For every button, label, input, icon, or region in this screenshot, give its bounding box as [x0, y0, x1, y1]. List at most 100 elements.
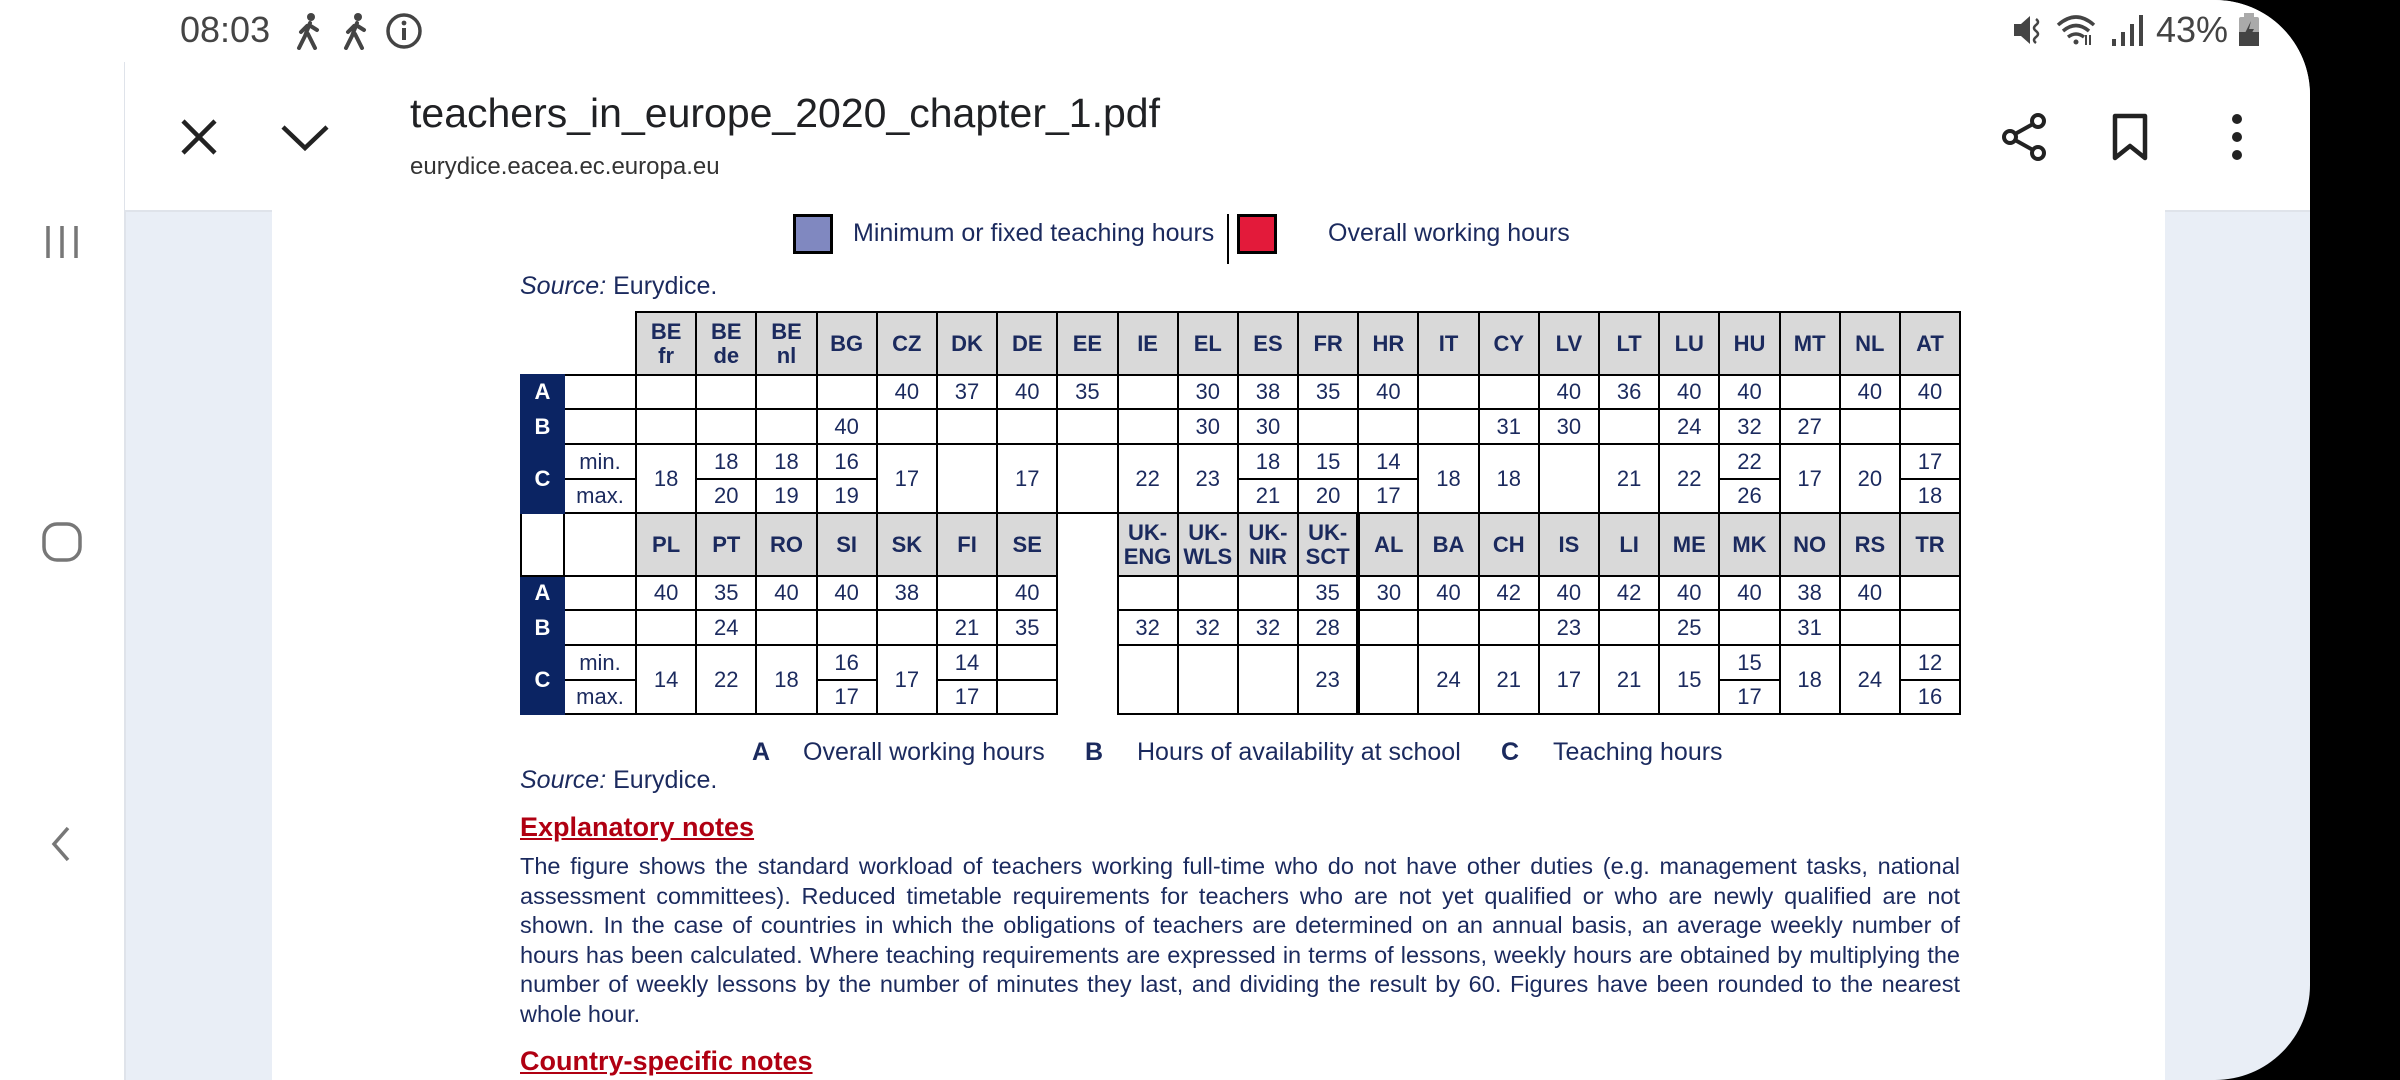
cell-teaching-hours: 14: [634, 644, 698, 715]
country-header: EL: [1176, 311, 1239, 376]
cell-overall-hours: 38: [1778, 575, 1841, 611]
country-header: SI: [815, 512, 878, 577]
corner-cell: [521, 312, 564, 375]
phone-screen: 08:03 43% teachers_in_europe_2020_chap: [0, 0, 2310, 1080]
cell-overall-hours: [1898, 575, 1962, 611]
cell-availability-hours: [875, 609, 938, 646]
cell-availability-hours: 27: [1778, 408, 1841, 445]
country-header: SK: [875, 512, 938, 577]
cell-availability-hours: [1116, 408, 1179, 445]
cell-availability-hours: [634, 408, 698, 445]
recent-apps-button[interactable]: [32, 212, 92, 272]
cell-teaching-min: 14: [1357, 443, 1420, 480]
cell-availability-hours: 24: [695, 609, 758, 646]
cell-overall-hours: 40: [1718, 374, 1781, 410]
country-notes-heading[interactable]: Country-specific notes: [520, 1046, 813, 1076]
cell-overall-hours: 40: [1838, 374, 1901, 410]
cell-overall-hours: 40: [1537, 374, 1601, 410]
cell-teaching-hours: 22: [1116, 443, 1179, 514]
cell-overall-hours: 35: [1056, 374, 1119, 410]
close-button[interactable]: [169, 107, 229, 167]
collapse-button[interactable]: [275, 107, 335, 167]
country-header: HR: [1357, 311, 1420, 376]
key-letter: B: [1085, 738, 1104, 766]
source-note: Source: Eurydice.: [520, 766, 717, 795]
cell-availability-hours: 31: [1778, 609, 1841, 646]
cell-teaching-hours: 20: [1838, 443, 1901, 514]
cell-availability-hours: [755, 408, 818, 445]
country-header: BG: [815, 311, 878, 376]
cell-teaching-min: 14: [935, 644, 999, 681]
cell-teaching-min: 12: [1898, 644, 1962, 681]
cell-availability-hours: 35: [996, 609, 1059, 646]
cell-teaching-max: 18: [1898, 478, 1962, 514]
sub-label-min: min.: [563, 644, 637, 681]
cell-overall-hours: 30: [1176, 374, 1239, 410]
country-header: RO: [755, 512, 818, 577]
cell-availability-hours: 24: [1658, 408, 1721, 445]
country-header: DK: [935, 311, 999, 376]
cell-availability-hours: [1597, 408, 1661, 445]
key-label: Overall working hours: [803, 738, 1045, 766]
cell-availability-hours: [1056, 408, 1119, 445]
walking-icon: [344, 13, 366, 50]
cell-teaching-max: 16: [1898, 679, 1962, 715]
row-label-b: B: [520, 408, 565, 445]
cell-availability-hours: 30: [1537, 408, 1601, 445]
cell-availability-hours: [1718, 609, 1781, 646]
document-title: teachers_in_europe_2020_chapter_1.pdf: [410, 90, 1160, 136]
country-header: CZ: [875, 311, 938, 376]
cell-teaching-min: 17: [1898, 443, 1962, 480]
cell-overall-hours: 42: [1597, 575, 1661, 611]
cell-availability-hours: [1297, 408, 1360, 445]
cell-availability-hours: [1356, 609, 1420, 646]
cell-teaching-hours: [935, 443, 999, 514]
more-options-button[interactable]: [2207, 107, 2267, 167]
country-header: LU: [1658, 311, 1721, 376]
country-header: IT: [1417, 311, 1480, 376]
pdf-viewer-toolbar: teachers_in_europe_2020_chapter_1.pdf eu…: [125, 62, 2310, 212]
legend-label: Minimum or fixed teaching hours: [853, 219, 1215, 247]
cell-teaching-min: 16: [815, 443, 878, 480]
share-button[interactable]: [1995, 107, 2055, 167]
gap-cell: [1056, 512, 1119, 714]
cell-overall-hours: 38: [1236, 374, 1300, 410]
home-icon: [42, 522, 82, 562]
cell-overall-hours: [1176, 575, 1239, 611]
back-button[interactable]: [32, 814, 92, 874]
more-vert-icon: [2232, 114, 2242, 160]
cell-availability-hours: 31: [1477, 408, 1540, 445]
chevron-down-icon: [281, 125, 329, 152]
country-header: UK- NIR: [1236, 512, 1300, 577]
country-header: AL: [1356, 512, 1420, 577]
cell-teaching-hours: 22: [1658, 443, 1721, 514]
legend-swatch-teaching: [793, 214, 833, 254]
country-header: SE: [996, 512, 1059, 577]
cell-teaching-min: [996, 644, 1059, 681]
country-header: BE fr: [634, 311, 698, 376]
cell-overall-hours: 40: [996, 575, 1059, 611]
cell-availability-hours: 32: [1236, 609, 1300, 646]
explanatory-notes-heading[interactable]: Explanatory notes: [520, 812, 755, 842]
cell-teaching-hours: 22: [695, 644, 758, 715]
cell-teaching-max: [996, 679, 1059, 715]
cell-availability-hours: [1597, 609, 1661, 646]
row-label-a: A: [520, 374, 565, 410]
country-header: CY: [1477, 311, 1540, 376]
cell-overall-hours: [695, 374, 758, 410]
cell-availability-hours: [1417, 408, 1480, 445]
country-header: BA: [1417, 512, 1480, 577]
country-header: UK- SCT: [1297, 512, 1360, 577]
home-button[interactable]: [32, 512, 92, 572]
cell-overall-hours: [1417, 374, 1480, 410]
cell-availability-hours: [1838, 408, 1901, 445]
country-header: BE nl: [755, 311, 818, 376]
cell-availability-hours: [815, 609, 878, 646]
country-header: FI: [935, 512, 999, 577]
cell-teaching-hours: 17: [875, 644, 938, 715]
cell-teaching-hours: 18: [755, 644, 818, 715]
cell-availability-hours: [755, 609, 818, 646]
cell-overall-hours: 40: [1718, 575, 1781, 611]
explanatory-notes-text: The figure shows the standard workload o…: [520, 853, 1960, 1027]
bookmark-button[interactable]: [2100, 107, 2160, 167]
